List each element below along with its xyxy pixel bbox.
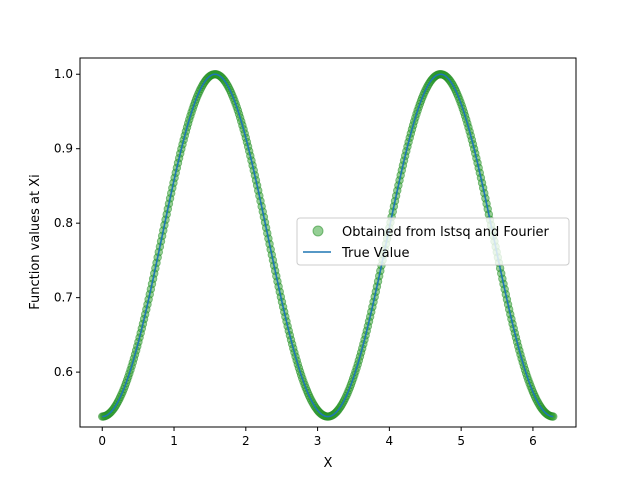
x-tick-label: 2 [242,434,250,448]
legend-box [296,217,570,266]
legend-label-obtained: Obtained from lstsq and Fourier [342,225,550,240]
line-layer [102,73,554,418]
plot-frame [79,57,577,428]
y-axis-ticks: 0.6 0.7 0.8 0.9 1.0 [54,67,80,379]
y-tick-label: 0.6 [54,365,73,379]
x-tick-label: 1 [170,434,178,448]
x-axis-ticks: 0 1 2 3 4 5 6 [98,427,537,448]
y-tick-label: 0.8 [54,216,73,230]
x-tick-label: 5 [457,434,465,448]
x-tick-label: 0 [98,434,106,448]
y-tick-label: 1.0 [54,67,73,81]
x-axis-label: X [324,456,333,471]
y-tick-label: 0.7 [54,291,73,305]
x-tick-label: 3 [314,434,322,448]
legend: Obtained from lstsq and Fourier True Val… [296,217,570,266]
y-tick-label: 0.9 [54,142,73,156]
x-tick-label: 4 [386,434,394,448]
legend-label-true-value: True Value [341,246,409,261]
x-tick-label: 6 [529,434,537,448]
legend-marker-obtained [312,225,324,237]
y-axis-label: Function values at Xi [28,174,43,310]
true-value-line [102,73,554,418]
